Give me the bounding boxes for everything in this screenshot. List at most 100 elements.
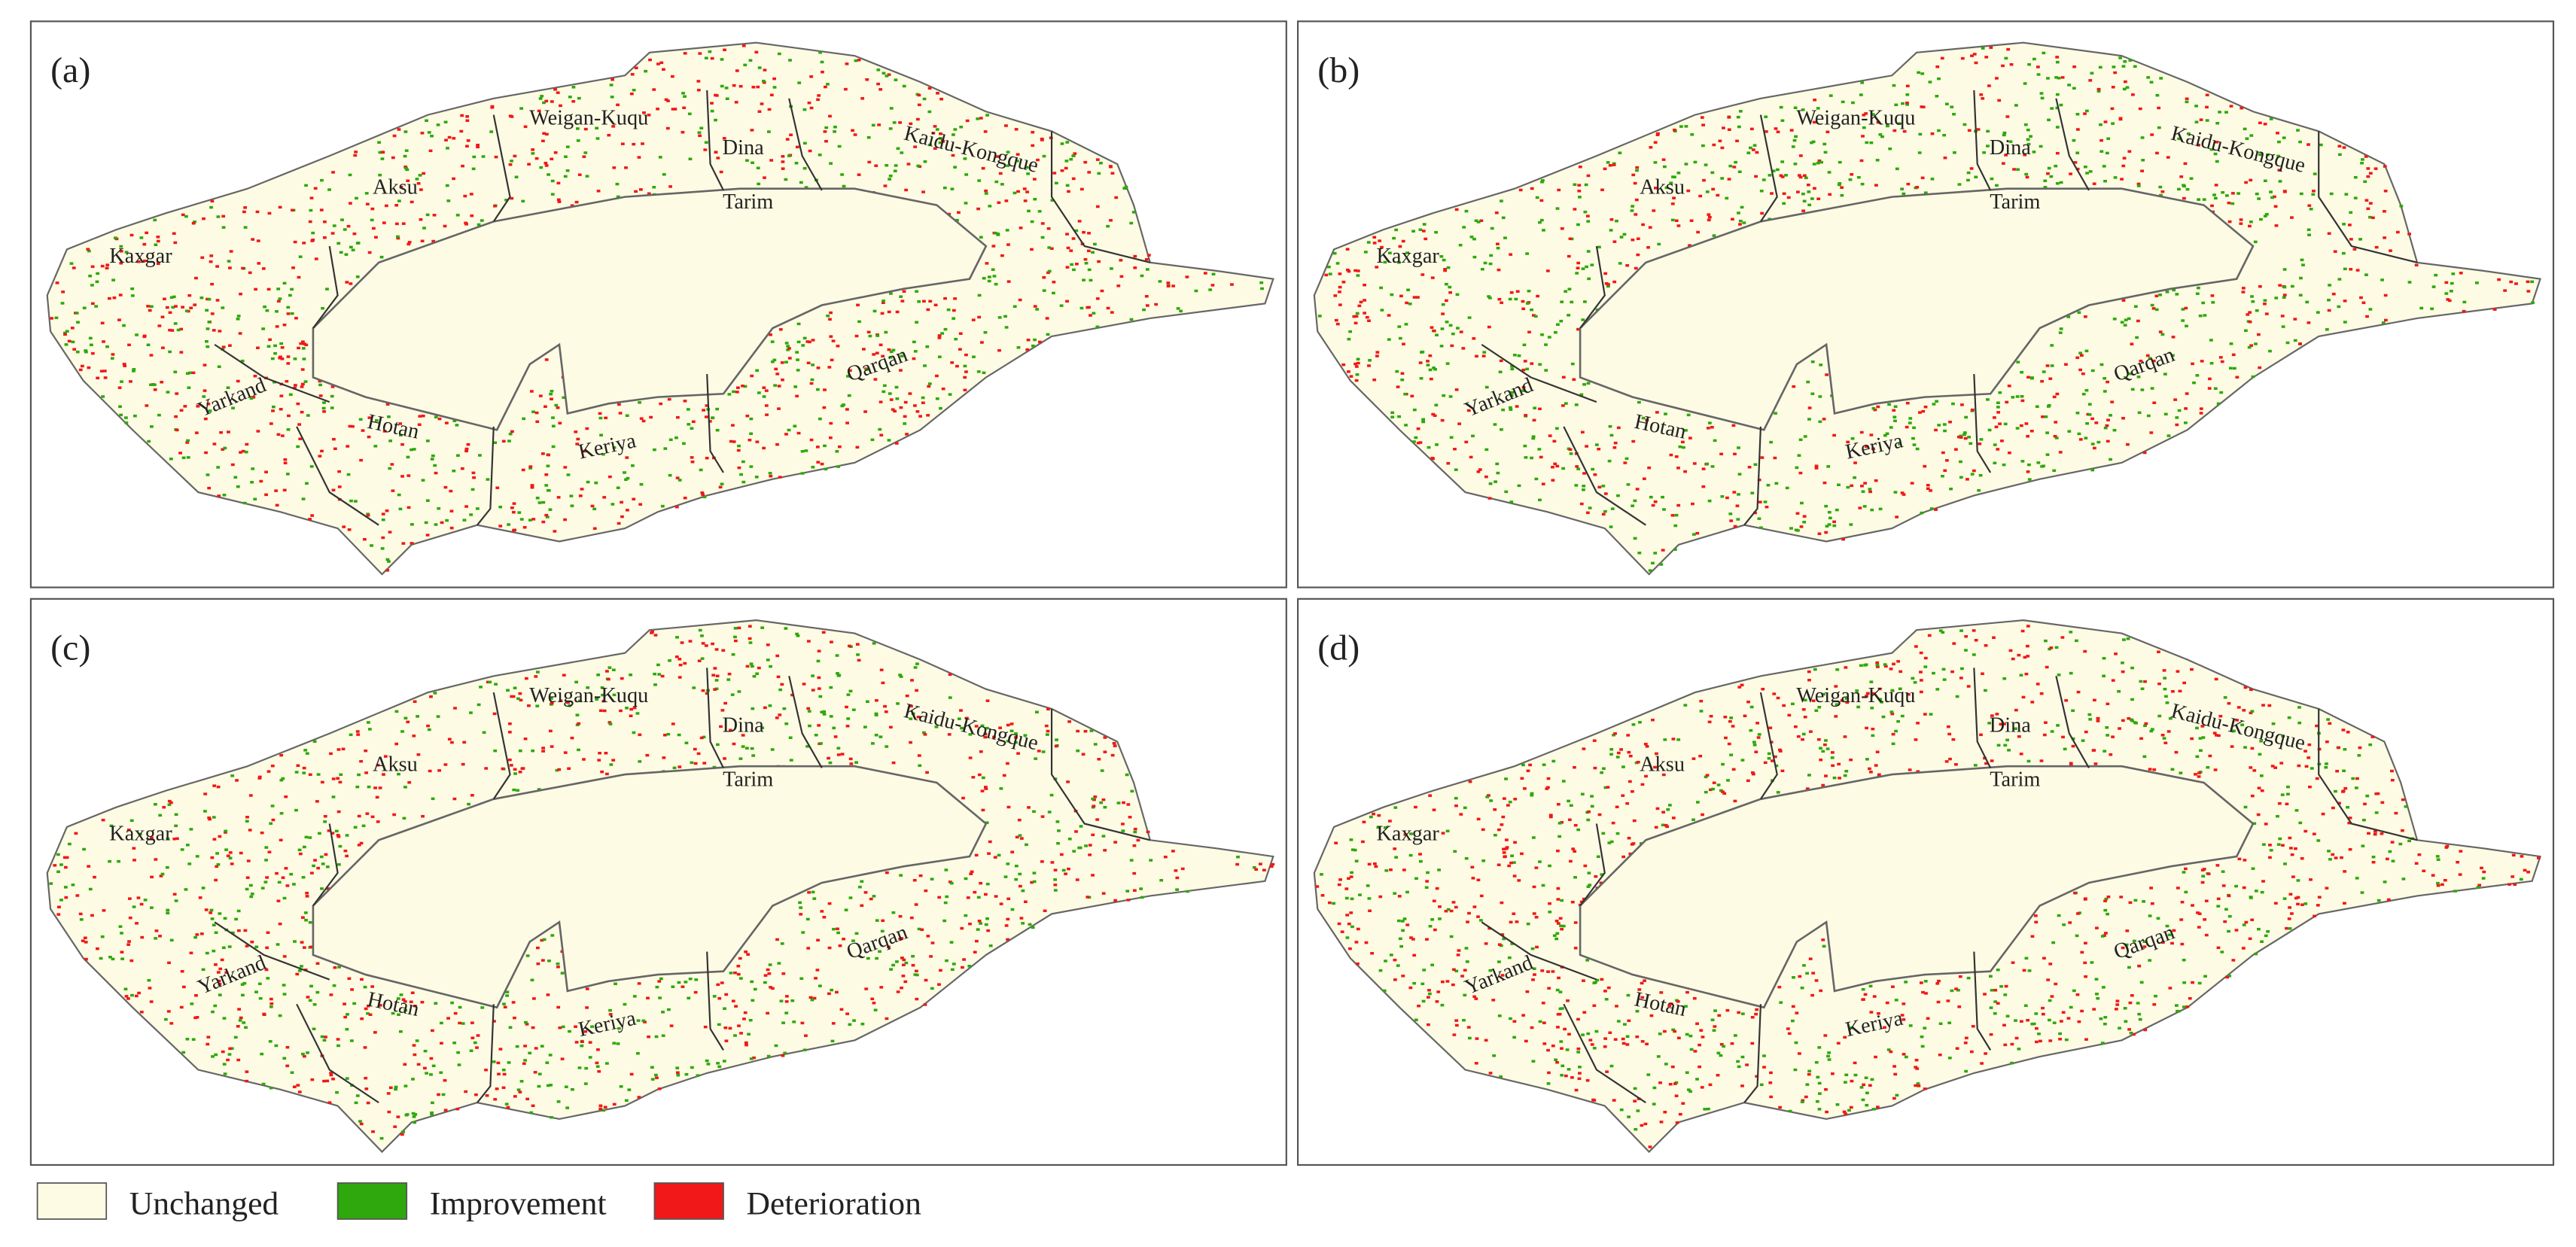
change-pixel (282, 993, 287, 996)
change-pixel (752, 674, 757, 678)
change-pixel (2084, 388, 2089, 392)
change-pixel (1353, 321, 1358, 325)
change-pixel (2114, 1008, 2118, 1011)
change-pixel (2183, 162, 2188, 166)
change-pixel (1718, 139, 1722, 143)
change-pixel (2011, 657, 2015, 661)
change-pixel (1801, 1099, 1805, 1103)
change-pixel (1424, 886, 1429, 890)
change-pixel (1541, 1002, 1545, 1005)
change-pixel (535, 704, 540, 707)
change-pixel (2043, 179, 2048, 183)
change-pixel (191, 1038, 196, 1041)
change-pixel (2014, 1019, 2017, 1022)
change-pixel (1850, 173, 1854, 176)
change-pixel (2170, 768, 2175, 771)
change-pixel (2366, 207, 2370, 211)
change-pixel (1673, 128, 1676, 132)
change-pixel (426, 724, 430, 728)
change-pixel (2294, 896, 2298, 900)
change-pixel (2098, 65, 2103, 69)
change-pixel (207, 297, 212, 301)
change-pixel (1999, 985, 2003, 988)
change-pixel (1914, 1066, 1918, 1069)
change-pixel (142, 334, 147, 338)
change-pixel (325, 865, 330, 868)
change-pixel (681, 92, 685, 95)
change-pixel (656, 62, 660, 65)
change-pixel (881, 301, 885, 305)
change-pixel (331, 1077, 335, 1081)
change-pixel (1390, 415, 1395, 418)
change-pixel (1827, 523, 1832, 526)
change-pixel (637, 156, 641, 159)
change-pixel (210, 856, 215, 859)
change-pixel (508, 163, 513, 166)
change-pixel (768, 472, 772, 475)
change-pixel (795, 145, 799, 149)
change-pixel (930, 987, 934, 990)
subbasin-boundary (1579, 245, 1606, 329)
change-pixel (851, 939, 855, 942)
change-pixel (514, 175, 519, 178)
change-pixel (1577, 184, 1582, 187)
change-pixel (1006, 938, 1010, 941)
change-pixel (418, 415, 422, 418)
change-pixel (498, 505, 503, 509)
change-pixel (2011, 396, 2015, 399)
change-pixel (286, 306, 291, 309)
change-pixel (423, 1049, 428, 1053)
change-pixel (817, 724, 821, 727)
change-pixel (1846, 440, 1850, 444)
change-pixel (2003, 744, 2008, 747)
change-pixel (2170, 354, 2175, 357)
change-pixel (848, 689, 853, 693)
change-pixel (228, 1047, 233, 1051)
change-pixel (688, 157, 693, 161)
change-pixel (1530, 187, 1534, 190)
change-pixel (1466, 920, 1469, 923)
change-pixel (902, 84, 906, 88)
change-pixel (867, 160, 872, 164)
change-pixel (2158, 294, 2162, 297)
change-pixel (2101, 986, 2106, 989)
change-pixel (665, 126, 670, 130)
change-pixel (2166, 434, 2171, 437)
change-pixel (1345, 268, 1350, 272)
change-pixel (212, 923, 216, 926)
change-pixel (671, 108, 675, 111)
change-pixel (320, 178, 324, 182)
change-pixel (188, 371, 192, 375)
change-pixel (885, 75, 889, 78)
change-pixel (1837, 483, 1841, 487)
change-pixel (1053, 878, 1058, 881)
change-pixel (2299, 276, 2303, 280)
change-pixel (1530, 308, 1533, 312)
change-pixel (611, 759, 616, 762)
change-pixel (2151, 307, 2156, 310)
change-pixel (473, 1041, 477, 1045)
change-pixel (513, 154, 517, 158)
change-pixel (2075, 912, 2080, 915)
change-pixel (2085, 421, 2089, 425)
change-pixel (1760, 211, 1765, 215)
change-pixel (385, 509, 389, 512)
change-pixel (1482, 351, 1487, 354)
change-pixel (2197, 926, 2201, 929)
change-pixel (1431, 412, 1436, 416)
change-pixel (1634, 266, 1638, 270)
change-pixel (595, 1061, 599, 1065)
change-pixel (1005, 762, 1009, 765)
change-pixel (471, 471, 476, 475)
change-pixel (1347, 370, 1350, 373)
change-pixel (971, 318, 976, 321)
change-pixel (1133, 830, 1137, 834)
change-pixel (784, 433, 788, 436)
change-pixel (705, 456, 709, 460)
change-pixel (135, 922, 139, 925)
change-pixel (967, 964, 972, 968)
change-pixel (1569, 804, 1573, 808)
change-pixel (671, 75, 674, 78)
change-pixel (806, 947, 811, 950)
change-pixel (2344, 193, 2349, 196)
